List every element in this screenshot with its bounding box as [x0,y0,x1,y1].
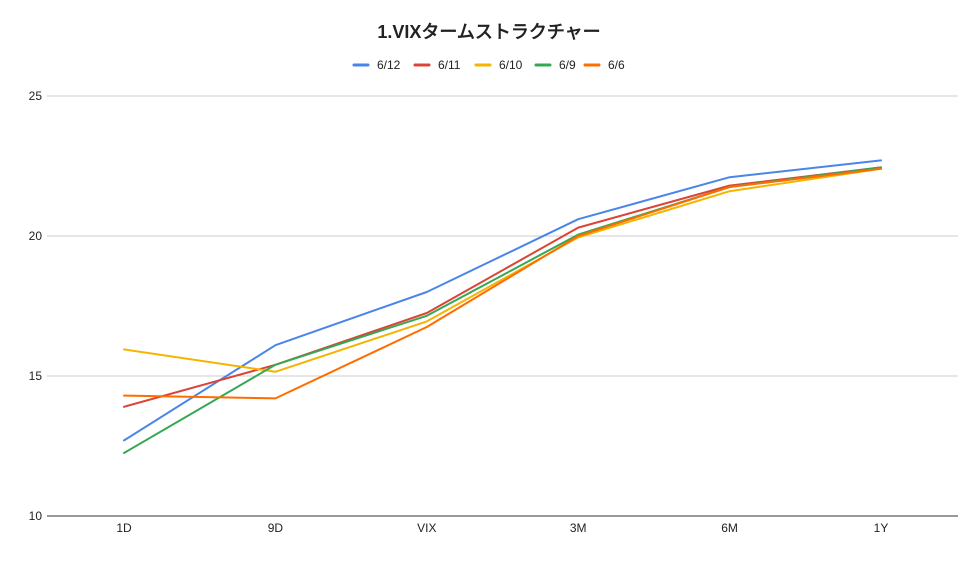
chart-title: 1.VIXタームストラクチャー [377,22,600,42]
gridlines [47,95,958,517]
legend-label: 6/12 [377,58,401,72]
y-tick-label: 15 [29,369,43,383]
series-line-6-12 [123,159,882,442]
y-tick-label: 10 [29,509,43,523]
legend: 6/12 6/11 6/10 6/9 6/6 [352,58,625,72]
legend-label: 6/6 [608,58,625,72]
x-tick-label: 9D [268,521,284,535]
series-line-6-10 [123,167,882,373]
y-tick-label: 20 [29,229,43,243]
series-line-6-9 [123,166,882,454]
legend-label: 6/10 [499,58,523,72]
legend-label: 6/9 [559,58,576,72]
series-line-6-11 [123,166,882,408]
y-axis: 10 15 20 25 [29,89,43,523]
y-tick-label: 25 [29,89,43,103]
x-tick-label: 1D [116,521,132,535]
x-axis: 1D 9D VIX 3M 6M 1Y [116,521,888,535]
series-group [123,159,882,454]
series-line-6-6 [123,167,882,400]
x-tick-label: 3M [570,521,587,535]
legend-label: 6/11 [438,58,461,72]
x-tick-label: 1Y [874,521,889,535]
x-tick-label: 6M [721,521,738,535]
x-tick-label: VIX [417,521,436,535]
